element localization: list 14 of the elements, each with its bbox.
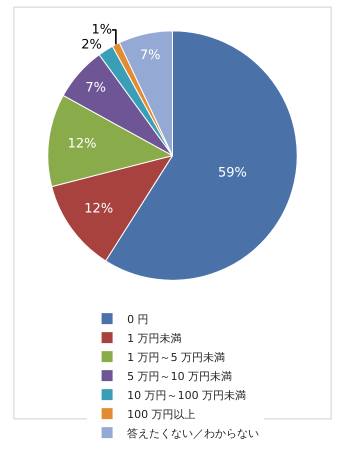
legend-label: 100 万円以上	[127, 408, 196, 421]
data-label: 7%	[85, 80, 106, 96]
data-label: 2%	[81, 37, 102, 52]
data-label: 7%	[140, 48, 160, 64]
legend-label: 1 万円未満	[127, 332, 182, 345]
legend-label: 5 万円～10 万円未満	[127, 370, 232, 383]
data-label: 59%	[218, 165, 247, 180]
data-label: 1%	[91, 22, 112, 38]
legend-label: 1 万円～5 万円未満	[127, 350, 226, 364]
data-label: 12%	[84, 202, 114, 217]
legend-label: 10 万円～100 万円未満	[127, 388, 246, 402]
legend-label: 答えたくない／わからない	[127, 426, 260, 440]
legend-label: 0 円	[127, 312, 149, 326]
data-label: 12%	[68, 136, 96, 152]
